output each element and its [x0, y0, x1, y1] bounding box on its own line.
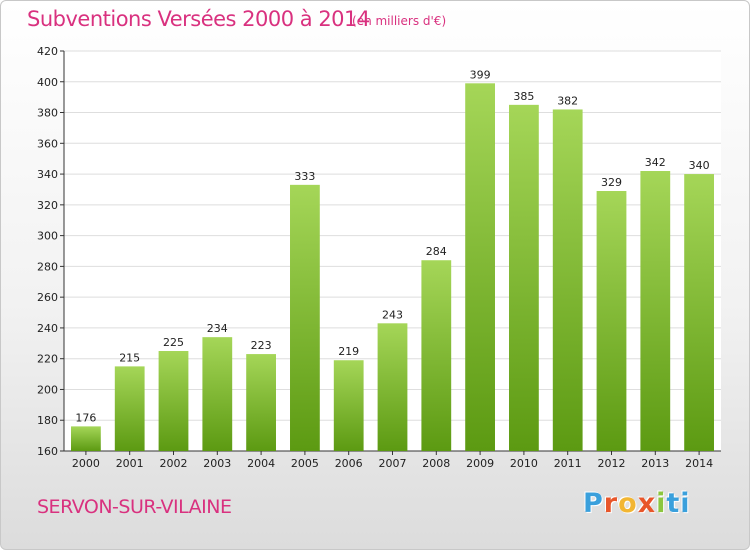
- data-label: 176: [75, 411, 96, 424]
- data-label: 399: [470, 68, 491, 81]
- x-tick-label: 2012: [598, 457, 626, 470]
- bar-2003: [202, 337, 233, 451]
- y-tick-label: 340: [37, 168, 58, 181]
- x-tick-label: 2007: [379, 457, 407, 470]
- y-tick-label: 200: [37, 383, 58, 396]
- y-tick-label: 220: [37, 353, 58, 366]
- x-tick-label: 2013: [641, 457, 669, 470]
- y-tick-label: 260: [37, 291, 58, 304]
- x-tick-label: 2003: [203, 457, 231, 470]
- x-tick-label: 2006: [335, 457, 363, 470]
- y-tick-label: 320: [37, 199, 58, 212]
- logo-letter: ti: [666, 488, 691, 519]
- data-label: 333: [294, 170, 315, 183]
- x-tick-label: 2009: [466, 457, 494, 470]
- bar-2004: [246, 354, 276, 451]
- y-tick-label: 380: [37, 107, 58, 120]
- x-tick-label: 2011: [554, 457, 582, 470]
- bar-2009: [465, 83, 495, 452]
- x-tick-label: 2001: [116, 457, 144, 470]
- chart-title: Subventions Versées 2000 à 2014: [27, 7, 370, 31]
- x-tick-label: 2010: [510, 457, 538, 470]
- y-tick-label: 160: [37, 445, 58, 458]
- y-tick-label: 180: [37, 414, 58, 427]
- x-tick-label: 2000: [72, 457, 100, 470]
- bar-2010: [509, 104, 539, 451]
- x-tick-label: 2004: [247, 457, 275, 470]
- y-tick-label: 400: [37, 76, 58, 89]
- data-label: 385: [513, 90, 534, 103]
- bar-2006: [333, 360, 364, 451]
- x-tick-label: 2002: [160, 457, 188, 470]
- bar-2011: [552, 109, 583, 451]
- data-label: 340: [689, 159, 710, 172]
- bar-2008: [421, 260, 452, 451]
- data-label: 219: [338, 345, 359, 358]
- logo-letter: x: [637, 488, 657, 519]
- city-name: SERVON-SUR-VILAINE: [37, 496, 232, 518]
- y-tick-label: 420: [37, 45, 58, 58]
- data-label: 234: [207, 322, 228, 335]
- bars: [71, 83, 714, 452]
- data-label: 225: [163, 336, 184, 349]
- bar-2000: [71, 426, 101, 451]
- y-tick-label: 240: [37, 322, 58, 335]
- logo-letter: i: [656, 488, 667, 519]
- bar-2002: [158, 351, 189, 451]
- logo-letter: o: [618, 488, 638, 519]
- x-tick-label: 2008: [422, 457, 450, 470]
- chart-unit: (en milliers d'€): [352, 14, 447, 28]
- logo-letter: P: [583, 488, 604, 519]
- y-tick-label: 280: [37, 260, 58, 273]
- logo-letter: r: [603, 488, 619, 519]
- proxiti-logo: Proxiti: [583, 488, 691, 519]
- y-tick-label: 300: [37, 230, 58, 243]
- data-label: 342: [645, 156, 666, 169]
- y-tick-label: 360: [37, 137, 58, 150]
- bar-2007: [377, 323, 408, 451]
- x-tick-label: 2005: [291, 457, 319, 470]
- data-label: 215: [119, 351, 140, 364]
- bar-2013: [640, 171, 671, 451]
- bar-2001: [114, 366, 145, 451]
- data-label: 223: [251, 339, 272, 352]
- data-label: 329: [601, 176, 622, 189]
- data-label: 243: [382, 308, 403, 321]
- bar-2005: [290, 184, 320, 451]
- data-label: 284: [426, 245, 447, 258]
- data-label: 382: [557, 94, 578, 107]
- bar-2012: [596, 191, 627, 451]
- x-tick-label: 2014: [685, 457, 713, 470]
- labels: 160 180 200 220 240 260 280 300 320 340 360 380 400 4…: [37, 45, 713, 470]
- bar-2014: [684, 174, 714, 452]
